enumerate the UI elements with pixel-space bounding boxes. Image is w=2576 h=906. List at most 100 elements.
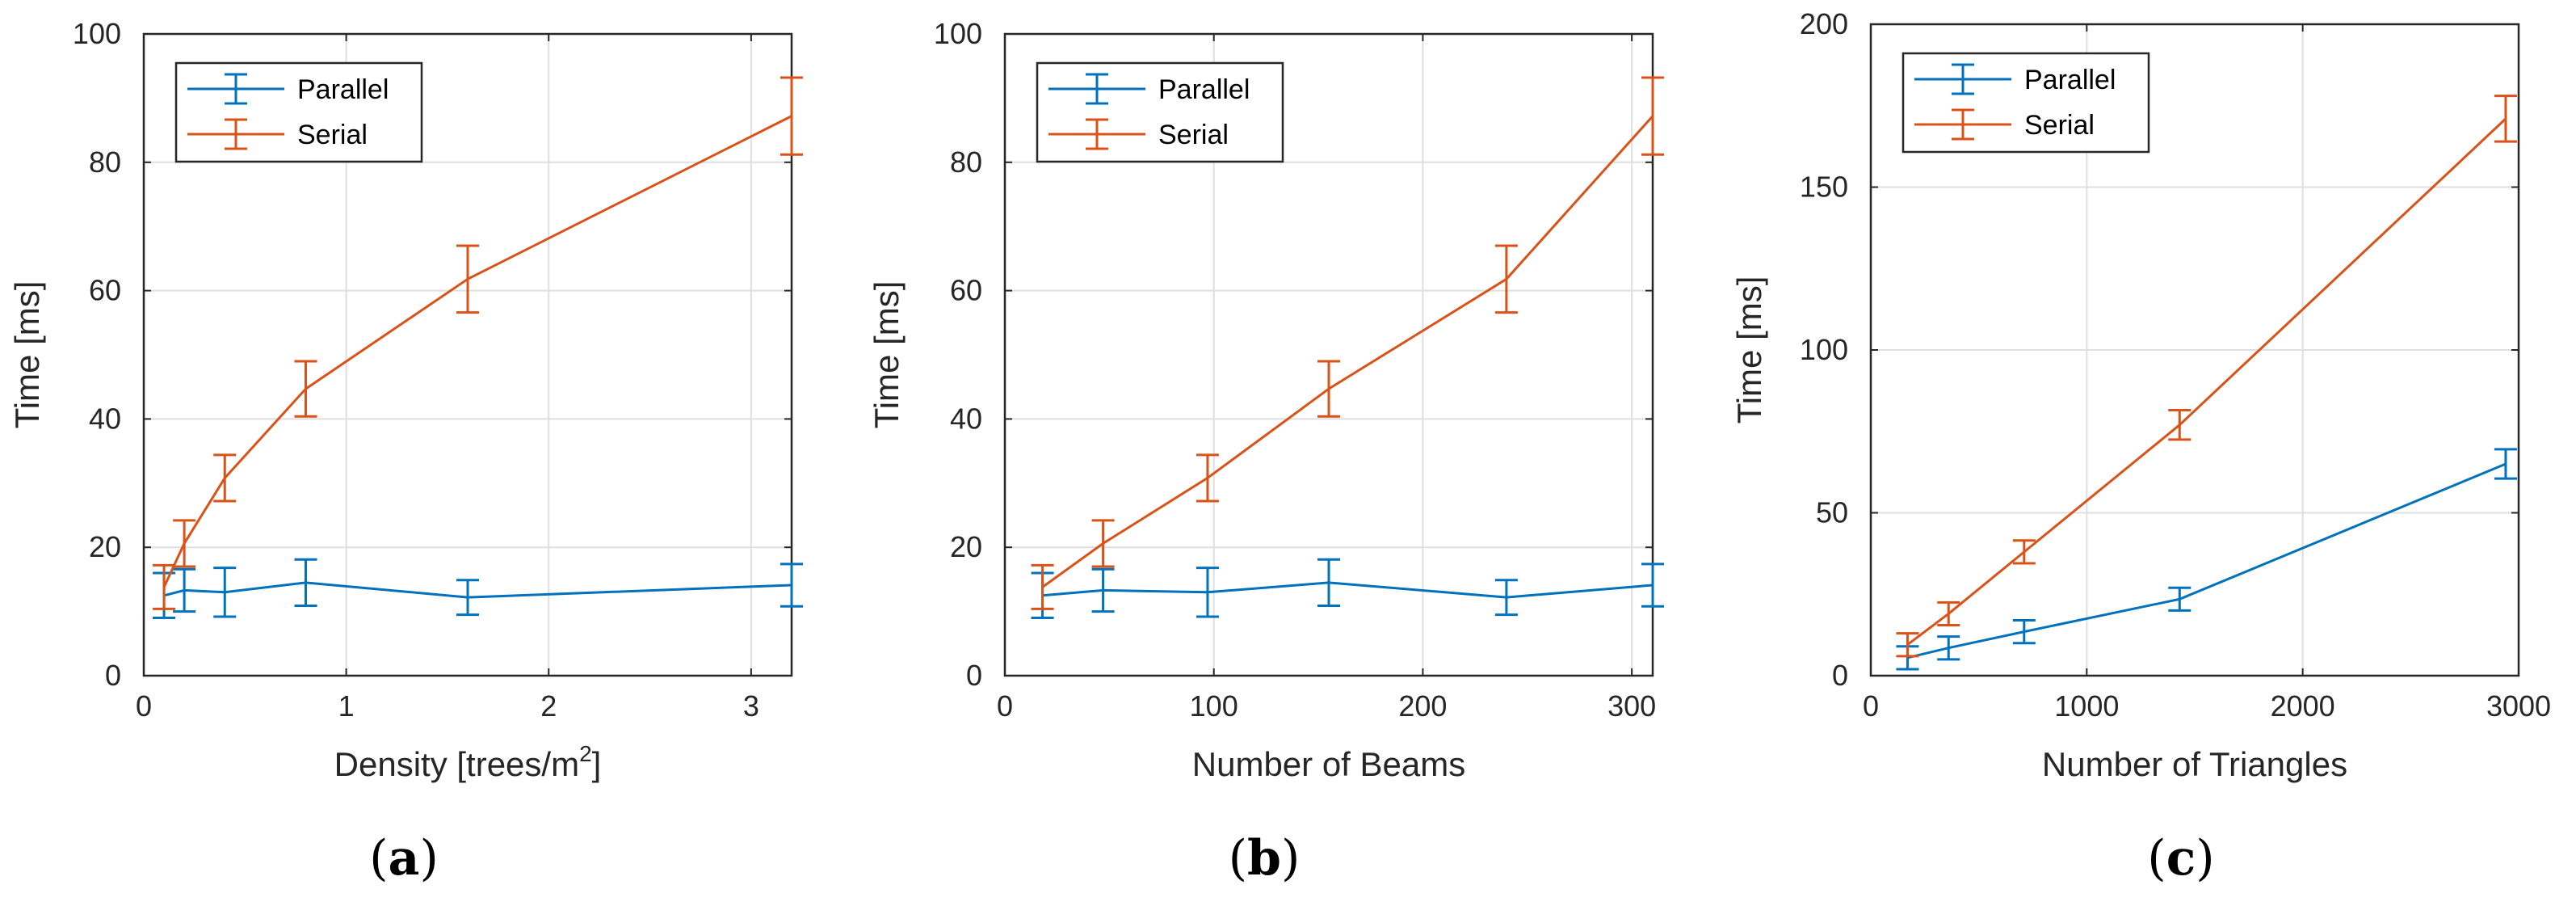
x-tick-label: 0 xyxy=(1863,689,1879,723)
x-tick-label: 2 xyxy=(540,689,557,723)
x-tick-label: 1 xyxy=(338,689,355,723)
legend-label: Parallel xyxy=(297,74,389,105)
chart-panel-b: 0 100 200 300 0 20 40 60 80 100 Number of Beams Tim… xyxy=(868,17,1664,887)
error-bar-serial xyxy=(1896,632,1919,658)
error-bar-parallel xyxy=(2012,618,2036,645)
y-tick-label: 0 xyxy=(966,659,982,692)
x-axis-title: Density [trees/m2] xyxy=(334,741,602,783)
legend-item-parallel: Parallel xyxy=(1914,63,2116,95)
y-axis-title: Time [ms] xyxy=(8,281,46,429)
error-bar-parallel xyxy=(1196,567,1219,618)
x-axis-title-main: Number of Triangles xyxy=(2042,745,2347,783)
y-tick-label: 50 xyxy=(1816,496,1848,529)
y-tick-label: 60 xyxy=(950,274,982,307)
panel-caption-letter: b xyxy=(1247,830,1281,887)
chart-panel-c: 0 1000 2000 3000 0 50 100 150 200 Number of Trian… xyxy=(1730,7,2551,887)
panel-caption-open: ( xyxy=(369,830,388,887)
x-axis-title-superscript: 2 xyxy=(579,741,592,766)
legend-item-serial: Serial xyxy=(1048,118,1229,150)
legend-item-parallel: Parallel xyxy=(1048,73,1250,105)
x-axis-title-suffix: ] xyxy=(592,745,602,783)
error-bar-parallel xyxy=(780,563,803,608)
legend-label: Parallel xyxy=(1158,74,1250,105)
panel-caption-close: ) xyxy=(1281,830,1300,887)
x-axis-title-main: Density [trees/m xyxy=(334,745,579,783)
y-tick-label: 80 xyxy=(89,145,121,179)
y-tick-label: 100 xyxy=(73,17,121,50)
panel-caption: (c) xyxy=(2147,830,2214,887)
y-tick-label: 40 xyxy=(89,402,121,435)
x-axis-title-main: Number of Beams xyxy=(1192,745,1465,783)
error-bar-parallel xyxy=(1641,563,1664,608)
panel-caption-close: ) xyxy=(2196,830,2214,887)
x-axis-title: Number of Triangles xyxy=(2042,745,2347,783)
x-tick-label: 3 xyxy=(743,689,759,723)
y-tick-label: 40 xyxy=(950,402,982,435)
error-bar-parallel xyxy=(456,579,479,617)
panel-caption: (a) xyxy=(369,830,439,887)
error-bar-serial xyxy=(1317,360,1340,418)
x-tick-label: 200 xyxy=(1398,689,1447,723)
x-axis-title: Number of Beams xyxy=(1192,745,1465,783)
x-tick-label: 2000 xyxy=(2271,689,2335,723)
series-line-serial xyxy=(1041,115,1654,588)
y-tick-label: 60 xyxy=(89,274,121,307)
error-bar-serial xyxy=(1937,600,1960,627)
error-bar-parallel xyxy=(2168,586,2191,612)
y-tick-label: 100 xyxy=(934,17,982,50)
legend-item-serial: Serial xyxy=(187,118,368,150)
legend: Parallel Serial xyxy=(1036,61,1284,163)
error-bar-parallel xyxy=(1937,635,1960,661)
axes-box xyxy=(142,32,793,677)
y-tick-label: 20 xyxy=(950,530,982,563)
y-tick-label: 80 xyxy=(950,145,982,179)
error-bar-serial xyxy=(1031,563,1054,610)
legend-box xyxy=(1036,61,1284,163)
legend-label: Parallel xyxy=(2024,65,2116,95)
error-bar-serial xyxy=(294,360,317,418)
error-bar-parallel xyxy=(1317,558,1340,607)
error-bar-serial xyxy=(1641,76,1664,156)
y-tick-label: 100 xyxy=(1800,333,1848,366)
x-tick-label: 100 xyxy=(1190,689,1238,723)
legend-label: Serial xyxy=(2024,110,2095,141)
legend-item-serial: Serial xyxy=(1914,108,2095,141)
error-bar-serial xyxy=(1196,453,1219,503)
legend-box xyxy=(1902,52,2150,154)
legend: Parallel Serial xyxy=(1902,52,2150,154)
y-tick-label: 0 xyxy=(1832,659,1848,692)
x-tick-label: 1000 xyxy=(2054,689,2119,723)
x-tick-label: 3000 xyxy=(2486,689,2551,723)
series-line-serial xyxy=(162,115,792,588)
legend-label: Serial xyxy=(297,120,368,150)
panel-caption-close: ) xyxy=(419,830,438,887)
legend-item-parallel: Parallel xyxy=(187,73,389,105)
y-axis-title: Time [ms] xyxy=(868,281,906,429)
panel-caption-open: ( xyxy=(1229,830,1247,887)
legend-box xyxy=(174,61,423,163)
legend-label: Serial xyxy=(1158,120,1229,150)
axes-box xyxy=(1003,32,1654,677)
y-tick-label: 0 xyxy=(105,659,121,692)
error-bar-parallel xyxy=(173,567,196,613)
panel-caption: (b) xyxy=(1229,830,1301,887)
x-tick-label: 0 xyxy=(997,689,1013,723)
y-tick-label: 150 xyxy=(1800,171,1848,204)
panel-caption-open: ( xyxy=(2147,830,2166,887)
x-tick-label: 0 xyxy=(136,689,152,723)
error-bar-serial xyxy=(2168,409,2191,441)
error-bar-parallel xyxy=(1494,579,1518,617)
panel-caption-letter: c xyxy=(2166,830,2196,887)
error-bar-serial xyxy=(1091,519,1115,568)
error-bar-parallel xyxy=(213,567,237,618)
legend: Parallel Serial xyxy=(174,61,423,163)
error-bar-serial xyxy=(456,244,479,314)
series-line-parallel xyxy=(1042,581,1654,599)
error-bar-parallel xyxy=(2494,448,2517,480)
y-tick-label: 20 xyxy=(89,530,121,563)
error-bar-serial xyxy=(153,563,176,610)
y-axis-title: Time [ms] xyxy=(1730,276,1768,424)
panel-caption-letter: a xyxy=(389,830,420,887)
